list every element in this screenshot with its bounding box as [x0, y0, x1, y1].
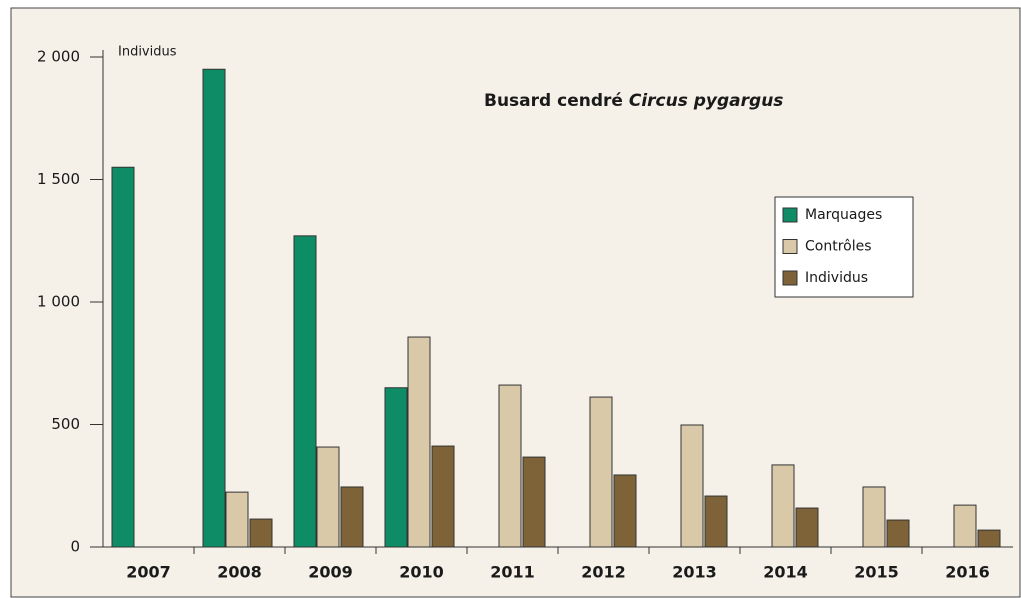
bar — [862, 486, 886, 548]
bar — [680, 424, 704, 548]
bar — [431, 445, 455, 548]
x-tick-label: 2011 — [490, 563, 535, 582]
bar — [498, 384, 522, 548]
title-latin: Circus pygargus — [629, 91, 784, 111]
y-tick-label: 0 — [70, 538, 80, 556]
bar — [795, 507, 819, 548]
bar — [111, 166, 135, 548]
bar — [225, 491, 249, 548]
x-tick-label: 2010 — [399, 563, 444, 582]
y-tick-label: 500 — [51, 415, 80, 433]
x-tick-label: 2015 — [854, 563, 899, 582]
y-axis-label: Individus — [118, 45, 177, 60]
legend-label: Individus — [805, 270, 868, 286]
bar — [340, 486, 364, 548]
bar — [589, 396, 613, 548]
y-tick-label: 2 000 — [37, 48, 80, 66]
bar — [522, 456, 546, 548]
bar — [613, 474, 637, 548]
title-common: Busard cendré — [484, 91, 623, 111]
bar — [953, 504, 977, 548]
bar — [384, 387, 408, 548]
x-tick-label: 2016 — [945, 563, 990, 582]
bar — [202, 68, 226, 548]
y-tick-label: 1 000 — [37, 293, 80, 311]
x-tick-label: 2012 — [581, 563, 626, 582]
y-tick-label: 1 500 — [37, 170, 80, 188]
bar — [977, 529, 1001, 548]
bar — [249, 518, 273, 548]
legend-label: Marquages — [805, 207, 882, 223]
x-tick-label: 2008 — [217, 563, 262, 582]
bar — [407, 336, 431, 548]
legend-swatch — [782, 270, 798, 286]
chart-title: Busard cendré Circus pygargus — [484, 91, 783, 111]
bar — [704, 495, 728, 548]
legend-swatch — [782, 207, 798, 223]
bar — [886, 519, 910, 548]
x-tick-label: 2013 — [672, 563, 717, 582]
bar — [293, 235, 317, 548]
x-tick-label: 2009 — [308, 563, 353, 582]
x-tick-label: 2007 — [126, 563, 171, 582]
legend-swatch — [782, 239, 798, 254]
legend-box — [774, 196, 914, 298]
legend-label: Contrôles — [805, 239, 872, 255]
x-tick-label: 2014 — [763, 563, 808, 582]
bar — [316, 446, 340, 548]
bar — [771, 464, 795, 548]
